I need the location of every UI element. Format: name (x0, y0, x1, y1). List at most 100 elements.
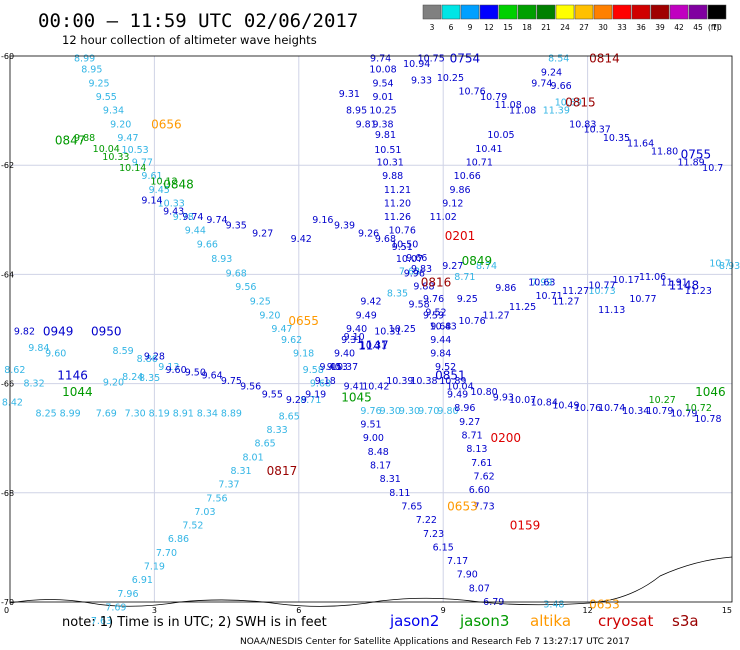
wave-height-value: 9.14 (141, 196, 162, 207)
legend-swatch (517, 4, 537, 20)
pass-time-label: 0851 (435, 368, 466, 382)
wave-height-value: 10.53 (122, 145, 149, 156)
wave-height-value: 8.24 (122, 372, 143, 383)
wave-height-value: 8.01 (242, 452, 263, 463)
wave-height-value: 7.70 (156, 548, 177, 559)
wave-height-value: 10.41 (475, 144, 502, 155)
wave-height-value: 7.37 (218, 480, 239, 491)
wave-height-value: 9.49 (356, 310, 377, 321)
wave-height-value: 8.07 (469, 583, 490, 594)
wave-height-value: 10.50 (391, 239, 418, 250)
wave-height-value: 8.65 (255, 439, 276, 450)
pass-time-label: 0656 (151, 117, 182, 131)
wave-height-value: 10.66 (454, 171, 481, 182)
wave-height-value: 9.52 (435, 362, 456, 373)
plot-frame (9, 55, 733, 603)
wave-height-value: 8.93 (719, 261, 740, 272)
wave-height-value: 11.91 (661, 278, 688, 289)
wave-height-value: 9.74 (182, 212, 203, 223)
wave-height-value: 8.35 (139, 373, 160, 384)
wave-height-value: 7.22 (416, 515, 437, 526)
wave-height-value: 10.12 (150, 177, 177, 188)
legend-swatch (650, 4, 670, 20)
legend-swatch (574, 4, 594, 20)
wave-height-value: 9.80 (437, 406, 458, 417)
wave-height-value: 10.14 (119, 163, 146, 174)
pass-time-label: 0816 (421, 276, 452, 290)
wave-height-value: 10.31 (377, 157, 404, 168)
wave-height-value: 10.7 (709, 258, 730, 269)
legend-swatch (688, 4, 708, 20)
wave-height-value: 9.88 (74, 133, 95, 144)
wave-height-value: 9.74 (370, 54, 391, 65)
footer-credit: NOAA/NESDIS Center for Satellite Applica… (240, 637, 630, 647)
wave-height-value: 10.94 (403, 59, 430, 70)
wave-height-value: 9.28 (144, 351, 165, 362)
wave-height-value: 9.50 (185, 368, 206, 379)
wave-height-value: 9.25 (250, 297, 271, 308)
legend-swatch (460, 4, 480, 20)
wave-height-value: 9.42 (291, 234, 312, 245)
wave-height-value: 11.21 (384, 185, 411, 196)
wave-height-value: 10.79 (670, 409, 697, 420)
wave-height-value: 10.38 (410, 376, 437, 387)
x-tick-label: 3 (152, 606, 157, 615)
legend-swatch (707, 4, 727, 20)
wave-height-value: 8.54 (548, 54, 569, 65)
pass-time-label: 0200 (490, 431, 521, 445)
wave-height-value: 8.99 (60, 409, 81, 420)
x-tick-label: 6 (296, 606, 301, 615)
wave-height-value: 9.58 (409, 299, 430, 310)
wave-height-value: 8.62 (4, 365, 25, 376)
wave-height-value: 9.27 (459, 417, 480, 428)
wave-height-value: 9.81 (375, 130, 396, 141)
wave-height-value: 9.45 (149, 185, 170, 196)
wave-height-value: 7.65 (401, 501, 422, 512)
coastline (9, 556, 733, 607)
wave-height-value: 9.76 (423, 294, 444, 305)
wave-height-value: 11.27 (562, 286, 589, 297)
wave-height-value: 9.38 (372, 119, 393, 130)
wave-height-value: 6.86 (168, 534, 189, 545)
chart-subtitle: 12 hour collection of altimeter wave hei… (62, 33, 317, 47)
wave-height-value: 11.08 (495, 100, 522, 111)
legend: 3 6 9 12 15 18 21 24 27 30 33 36 39 42 45 70 (ft) (422, 4, 727, 32)
legend-swatch (555, 4, 575, 20)
pass-time-label: 1147 (358, 338, 389, 352)
wave-height-value: 9.96 (404, 268, 425, 279)
wave-height-value: 8.95 (81, 65, 102, 76)
wave-height-value: 11.20 (384, 198, 411, 209)
wave-height-value: 9.51 (360, 420, 381, 431)
wave-height-value: 9.68 (310, 379, 331, 390)
legend-swatch (422, 4, 442, 20)
wave-height-value: 9.68 (226, 268, 247, 279)
wave-height-value: 8.11 (389, 488, 410, 499)
legend-label: 30 (598, 23, 608, 32)
pass-time-label: 0655 (288, 314, 319, 328)
wave-height-value: 9.75 (221, 376, 242, 387)
wave-height-value: 9.84 (430, 349, 451, 360)
legend-swatch (479, 4, 499, 20)
wave-height-value: 6.79 (483, 597, 504, 608)
wave-height-value: 10.79 (480, 92, 507, 103)
satellite-name: cryosat (598, 612, 653, 630)
wave-height-value: 9.64 (202, 370, 223, 381)
wave-height-value: 7.52 (182, 521, 203, 532)
wave-height-value: 8.86 (137, 354, 158, 365)
wave-height-value: 9.31 (341, 335, 362, 346)
legend-label: 45 (693, 23, 703, 32)
wave-height-value: 9.70 (418, 406, 439, 417)
wave-height-value: 11.02 (430, 212, 457, 223)
wave-height-value: 8.48 (368, 447, 389, 458)
wave-height-value: 9.13 (158, 362, 179, 373)
wave-height-value: 7.63 (91, 616, 112, 627)
wave-height-value: 8.31 (230, 466, 251, 477)
wave-height-value: 9.44 (430, 335, 451, 346)
wave-height-value: 10.25 (437, 73, 464, 84)
wave-height-value: 9.93 (493, 392, 514, 403)
wave-height-value: 9.66 (406, 253, 427, 264)
footer: note: 1) Time is in UTC; 2) SWH is in fe… (62, 612, 699, 647)
wave-height-value: 8.13 (466, 444, 487, 455)
legend-swatch (631, 4, 651, 20)
wave-height-value: 9.78 (173, 212, 194, 223)
